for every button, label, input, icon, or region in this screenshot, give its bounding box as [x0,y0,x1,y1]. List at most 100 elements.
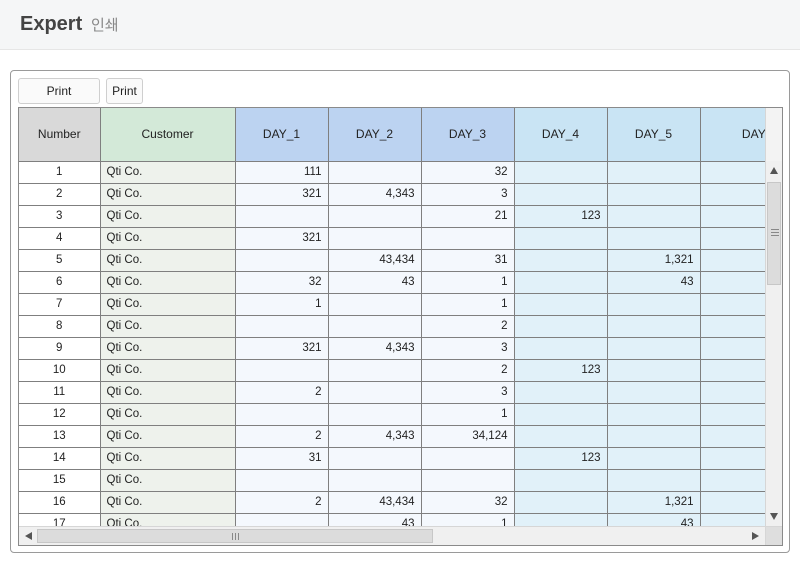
grid-cell[interactable]: Qti Co. [99,182,236,206]
grid-cell[interactable]: Qti Co. [99,380,236,404]
grid-cell[interactable]: 123 [513,446,608,470]
grid-cell[interactable] [327,314,422,338]
grid-cell[interactable] [327,468,422,492]
horizontal-scroll-thumb[interactable] [37,529,433,543]
grid-cell[interactable]: 6 [19,270,101,294]
grid-cell[interactable]: 5 [19,248,101,272]
table-row[interactable]: 17 Qti Co. 43 1 43 [19,512,765,526]
grid-cell[interactable] [234,468,329,492]
column-header-day-1[interactable]: DAY_1 [234,108,329,162]
table-row[interactable]: 11 Qti Co. 2 3 [19,380,765,404]
grid-cell[interactable]: 43 [327,270,422,294]
grid-cell[interactable]: Qti Co. [99,468,236,492]
table-row[interactable]: 15 Qti Co. [19,468,765,492]
grid-cell[interactable]: 43,434 [327,490,422,514]
grid-cell[interactable]: Qti Co. [99,490,236,514]
column-header-day-5[interactable]: DAY_5 [606,108,701,162]
grid-cell[interactable] [513,424,608,448]
grid-cell[interactable]: 21 [420,204,515,228]
grid-cell[interactable]: 16 [19,490,101,514]
grid-cell[interactable]: 1 [234,292,329,316]
grid-cell[interactable] [699,358,765,382]
scroll-up-arrow-icon[interactable] [770,167,778,174]
grid-cell[interactable] [234,204,329,228]
grid-cell[interactable]: 4,343 [327,182,422,206]
grid-cell[interactable]: Qti Co. [99,314,236,338]
grid-cell[interactable]: 3 [420,182,515,206]
table-row[interactable]: 10 Qti Co. 2 123 [19,358,765,382]
grid-cell[interactable]: 11 [19,380,101,404]
table-row[interactable]: 5 Qti Co. 43,434 31 1,321 [19,248,765,272]
print-button[interactable]: Print [106,78,143,104]
table-row[interactable]: 3 Qti Co. 21 123 [19,204,765,228]
grid-cell[interactable] [513,292,608,316]
grid-cell[interactable] [606,402,701,426]
grid-cell[interactable]: 34,124 [420,424,515,448]
table-row[interactable]: 1 Qti Co. 111 32 [19,160,765,184]
grid-cell[interactable] [513,226,608,250]
table-row[interactable]: 8 Qti Co. 2 [19,314,765,338]
grid-cell[interactable]: 7 [19,292,101,316]
grid-cell[interactable] [513,182,608,206]
print-preview-button[interactable]: Print Preview [18,78,100,122]
grid-cell[interactable] [699,468,765,492]
column-header-day-4[interactable]: DAY_4 [513,108,608,162]
grid-cell[interactable]: 15 [19,468,101,492]
grid-cell[interactable]: 321 [234,226,329,250]
grid-cell[interactable]: Qti Co. [99,204,236,228]
grid-cell[interactable] [606,182,701,206]
column-header-day-6[interactable]: DAY_6 [699,108,765,162]
grid-cell[interactable] [699,204,765,228]
grid-cell[interactable] [327,358,422,382]
table-row[interactable]: 2 Qti Co. 321 4,343 3 [19,182,765,206]
grid-cell[interactable]: Qti Co. [99,402,236,426]
grid-cell[interactable] [606,446,701,470]
grid-cell[interactable]: 43,434 [327,248,422,272]
grid-cell[interactable] [513,512,608,526]
grid-cell[interactable]: 1 [19,160,101,184]
grid-cell[interactable] [513,402,608,426]
grid-cell[interactable] [606,292,701,316]
grid-cell[interactable]: 17 [19,512,101,526]
grid-cell[interactable]: 1 [420,512,515,526]
grid-cell[interactable]: 321 [234,182,329,206]
grid-cell[interactable]: Qti Co. [99,512,236,526]
grid-cell[interactable] [699,226,765,250]
table-row[interactable]: 13 Qti Co. 2 4,343 34,124 [19,424,765,448]
grid-cell[interactable] [699,490,765,514]
grid-cell[interactable] [234,248,329,272]
grid-cell[interactable]: 2 [420,314,515,338]
grid-cell[interactable]: 4,343 [327,336,422,360]
grid-cell[interactable]: 4,343 [327,424,422,448]
grid-cell[interactable] [513,160,608,184]
grid-cell[interactable]: 2 [234,380,329,404]
grid-cell[interactable]: 1 [420,270,515,294]
grid-cell[interactable]: Qti Co. [99,270,236,294]
grid-cell[interactable]: 1,321 [606,490,701,514]
vertical-scrollbar[interactable] [765,161,782,526]
grid-cell[interactable] [606,336,701,360]
grid-cell[interactable]: 3 [19,204,101,228]
column-header-day-3[interactable]: DAY_3 [420,108,515,162]
table-row[interactable]: 9 Qti Co. 321 4,343 3 [19,336,765,360]
column-header-customer[interactable]: Customer [99,108,236,162]
scroll-left-arrow-icon[interactable] [25,532,32,540]
grid-cell[interactable]: 32 [234,270,329,294]
grid-cell[interactable]: 2 [234,490,329,514]
grid-cell[interactable] [699,424,765,448]
grid-cell[interactable]: Qti Co. [99,248,236,272]
table-row[interactable]: 14 Qti Co. 31 123 [19,446,765,470]
grid-cell[interactable]: 3 [420,336,515,360]
grid-cell[interactable] [699,446,765,470]
grid-cell[interactable] [699,336,765,360]
grid-cell[interactable] [606,160,701,184]
table-row[interactable]: 7 Qti Co. 1 1 [19,292,765,316]
grid-cell[interactable] [327,204,422,228]
grid-cell[interactable]: Qti Co. [99,336,236,360]
grid-cell[interactable] [699,182,765,206]
table-row[interactable]: 16 Qti Co. 2 43,434 32 1,321 [19,490,765,514]
grid-cell[interactable] [699,314,765,338]
grid-cell[interactable]: 13 [19,424,101,448]
grid-cell[interactable]: 3 [420,380,515,404]
grid-cell[interactable] [699,248,765,272]
